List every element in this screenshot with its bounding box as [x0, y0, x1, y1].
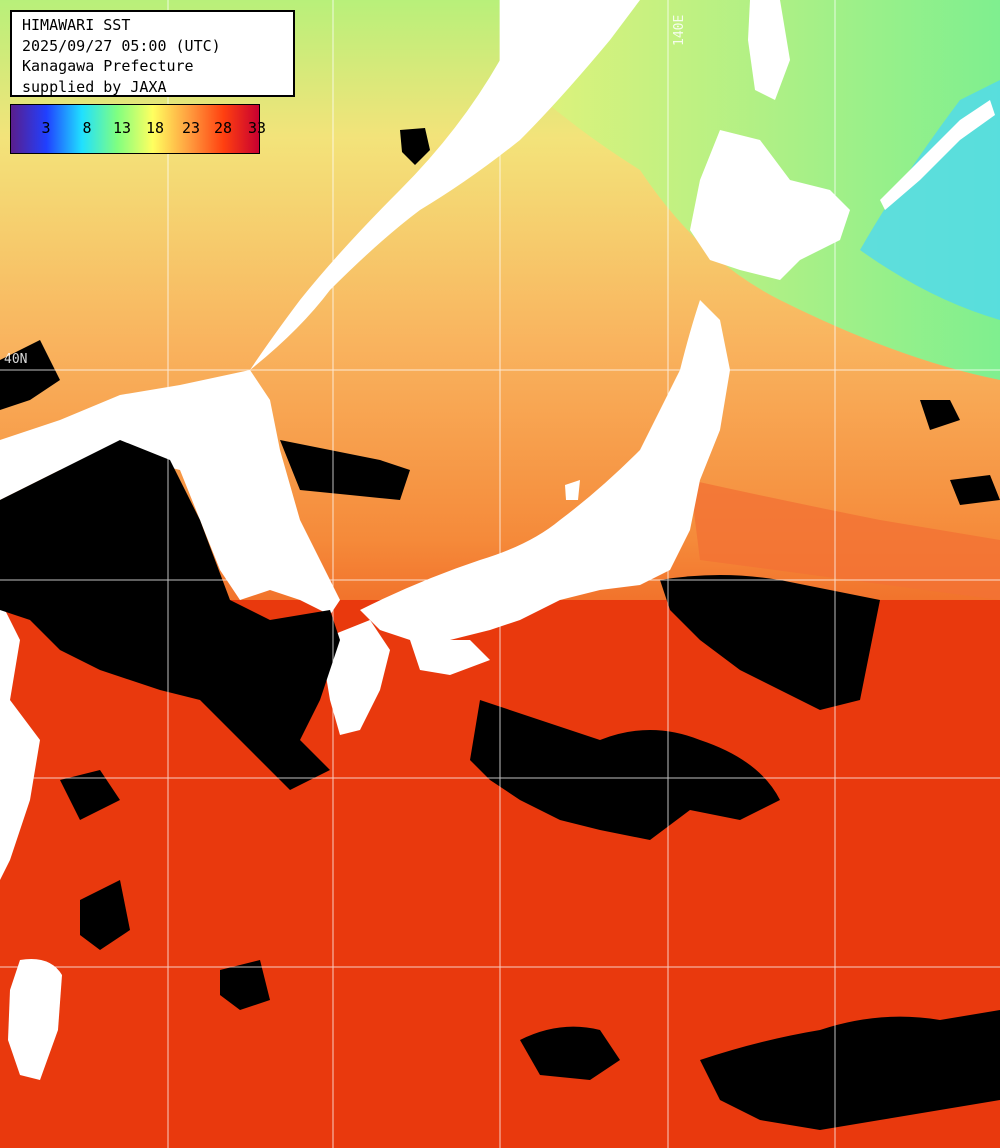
legend-tick-33: 33 — [247, 119, 267, 137]
cloud-yellow-sea — [280, 440, 410, 500]
map-datetime: 2025/09/27 05:00 (UTC) — [22, 36, 221, 55]
lat-40-label: 40N — [4, 352, 28, 367]
cloud-east-2 — [950, 475, 1000, 505]
map-region: Kanagawa Prefecture — [22, 57, 194, 75]
hokkaido — [690, 130, 850, 280]
legend-ticks: 3 8 13 18 23 28 33 — [11, 119, 266, 139]
cloud-sw — [80, 880, 130, 950]
sea-cold — [860, 80, 1000, 320]
sea-orange-band — [690, 480, 1000, 600]
legend-tick-18: 18 — [145, 119, 165, 137]
legend-tick-13: 13 — [112, 119, 132, 137]
cloud-east-strip — [920, 400, 960, 430]
legend-tick-3: 3 — [41, 119, 51, 137]
korea — [250, 0, 640, 370]
map-title: HIMAWARI SST — [22, 16, 131, 34]
taiwan — [8, 959, 62, 1080]
shikoku — [410, 640, 490, 675]
legend-color-bar — [11, 105, 259, 153]
legend-tick-8: 8 — [82, 119, 92, 137]
lat-30-label: 30N — [4, 760, 28, 775]
kurils — [880, 100, 995, 210]
cloud-north-left — [0, 340, 60, 410]
continent — [0, 370, 340, 615]
honshu — [360, 300, 730, 640]
cloud-central — [470, 700, 780, 840]
map-credit: supplied by JAXA — [22, 77, 167, 96]
cloud-kyushu-south — [60, 770, 120, 820]
sakhalin — [748, 0, 790, 100]
temperature-legend: 3 8 13 18 23 28 33 — [10, 104, 266, 154]
kyushu — [320, 620, 390, 735]
info-box: HIMAWARI SST 2025/09/27 05:00 (UTC) Kana… — [10, 10, 295, 97]
cloud-small-islet — [400, 128, 430, 165]
china-coast — [0, 600, 40, 880]
cloud-east — [660, 575, 880, 710]
cloud-west — [0, 440, 340, 790]
sado — [565, 480, 580, 500]
cloud-south-2 — [520, 1026, 620, 1080]
lon-140-label: 140E — [672, 14, 687, 46]
cloud-s-islands — [220, 960, 270, 1010]
legend-tick-28: 28 — [213, 119, 233, 137]
legend-tick-23: 23 — [181, 119, 201, 137]
cloud-south-1 — [700, 1010, 1000, 1130]
